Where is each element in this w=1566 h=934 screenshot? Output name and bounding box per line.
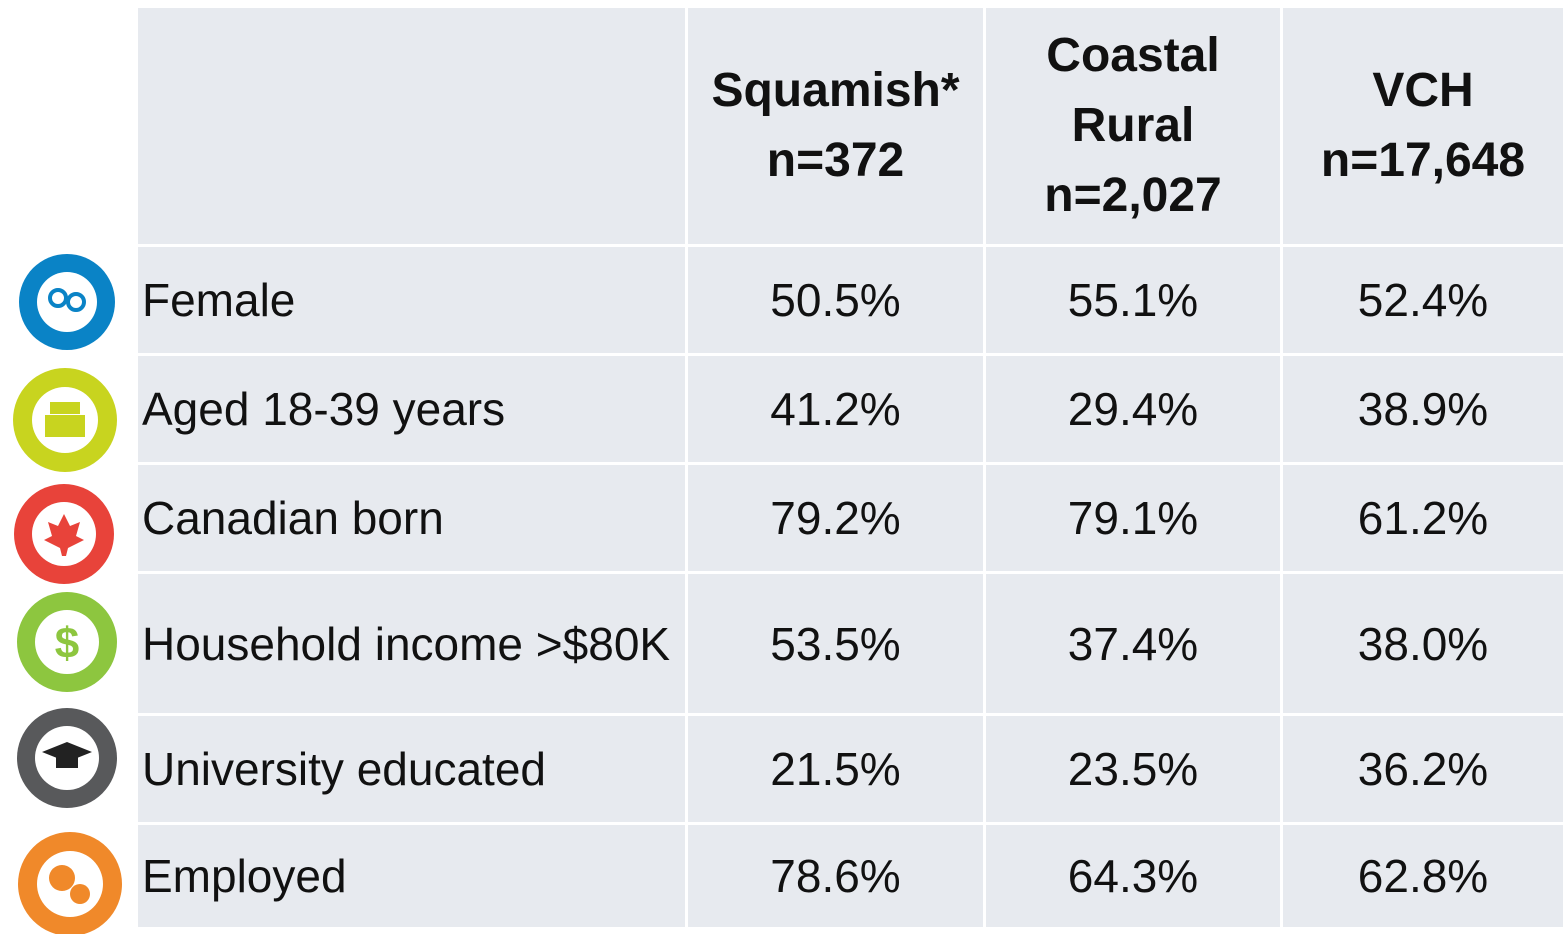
cell-value: 55.1% — [986, 247, 1280, 353]
column-n: n=372 — [766, 134, 905, 187]
cell-value-text: 62.8% — [1357, 850, 1489, 902]
cell-value: 38.0% — [1283, 574, 1563, 713]
cell-value-text: 41.2% — [770, 383, 901, 435]
cell-value-text: 36.2% — [1357, 743, 1489, 795]
cell-value: 79.2% — [688, 465, 983, 571]
column-header: VCH n=17,648 — [1283, 8, 1563, 244]
cell-value: 64.3% — [986, 825, 1280, 927]
row-label-text: Employed — [142, 850, 347, 902]
icon-cake — [13, 368, 117, 472]
cell-value-text: 23.5% — [1067, 743, 1199, 795]
icon-gears — [18, 832, 122, 934]
cell-value: 41.2% — [688, 356, 983, 462]
row-label: University educated — [138, 716, 685, 822]
cell-value-text: 61.2% — [1357, 492, 1489, 544]
cell-value: 38.9% — [1283, 356, 1563, 462]
cell-value-text: 37.4% — [1067, 617, 1199, 670]
cell-value: 61.2% — [1283, 465, 1563, 571]
cell-value: 23.5% — [986, 716, 1280, 822]
column-n: n=17,648 — [1320, 134, 1526, 187]
cell-value-text: 53.5% — [770, 617, 901, 670]
column-name: VCH — [1372, 64, 1474, 117]
cell-value: 37.4% — [986, 574, 1280, 713]
header-blank — [138, 8, 685, 244]
cell-value: 50.5% — [688, 247, 983, 353]
column-header: Squamish* n=372 — [688, 8, 983, 244]
column-header: Coastal Rural n=2,027 — [986, 8, 1280, 244]
icon-maple-leaf — [14, 484, 114, 584]
row-label: Female — [138, 247, 685, 353]
cell-value-text: 52.4% — [1357, 274, 1489, 326]
icons: $ — [13, 254, 122, 934]
cell-value: 79.1% — [986, 465, 1280, 571]
icon-gender — [19, 254, 115, 350]
cell-value-text: 55.1% — [1067, 274, 1199, 326]
row-label: Aged 18-39 years — [138, 356, 685, 462]
cell-value: 36.2% — [1283, 716, 1563, 822]
icon-graduation — [17, 708, 117, 808]
row-label: Canadian born — [138, 465, 685, 571]
cell-value-text: 29.4% — [1067, 383, 1199, 435]
svg-text:$: $ — [55, 619, 79, 668]
icon-dollar: $ — [17, 592, 117, 692]
cell-value-text: 38.0% — [1357, 617, 1489, 670]
cell-value-text: 79.2% — [770, 492, 901, 544]
cell-value: 78.6% — [688, 825, 983, 927]
column-name: Squamish* — [711, 64, 960, 117]
row-label-text: Aged 18-39 years — [142, 383, 506, 435]
row-label: Employed — [138, 825, 685, 927]
row-label-text: Household income >$80K — [142, 617, 671, 670]
cell-value-text: 64.3% — [1067, 850, 1199, 902]
cell-value: 52.4% — [1283, 247, 1563, 353]
row-label: Household income >$80K — [138, 574, 685, 713]
column-name: Coastal Rural — [1046, 29, 1220, 152]
cell-value-text: 79.1% — [1067, 492, 1199, 544]
row-label-text: University educated — [142, 743, 546, 795]
row-label-text: Female — [142, 274, 296, 326]
cell-value-text: 50.5% — [770, 274, 901, 326]
column-n: n=2,027 — [1044, 169, 1222, 222]
cell-value-text: 38.9% — [1357, 383, 1489, 435]
cell-value: 21.5% — [688, 716, 983, 822]
cell-value: 53.5% — [688, 574, 983, 713]
cell-value: 29.4% — [986, 356, 1280, 462]
cell-value-text: 78.6% — [770, 850, 901, 902]
cell-value-text: 21.5% — [770, 743, 901, 795]
cell-value: 62.8% — [1283, 825, 1563, 927]
row-label-text: Canadian born — [142, 492, 444, 544]
